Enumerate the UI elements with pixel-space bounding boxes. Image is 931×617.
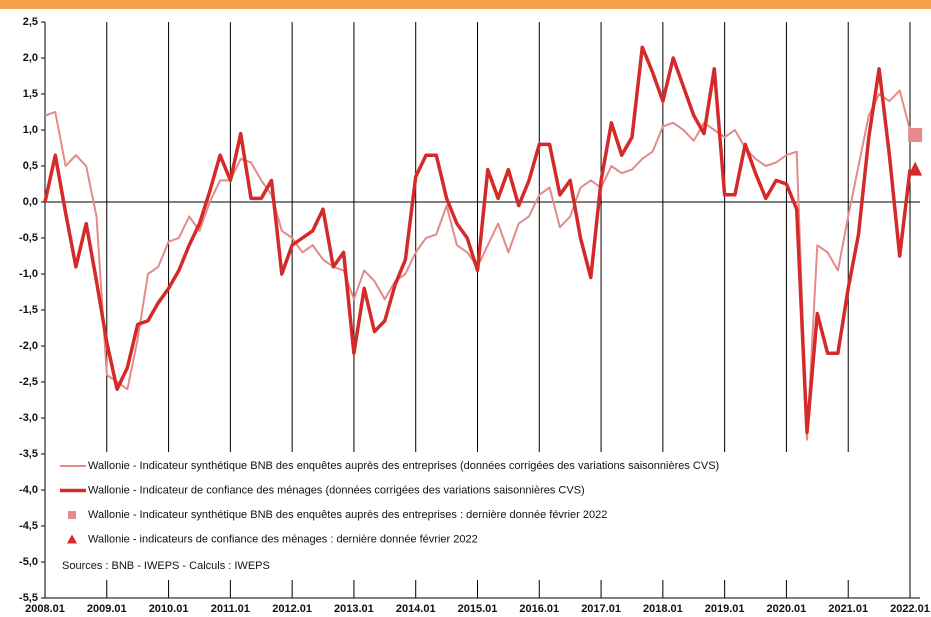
y-tick-label: 1,0 <box>23 124 38 136</box>
y-tick-label: -5,0 <box>19 556 38 568</box>
legend-label: Wallonie - Indicateur synthétique BNB de… <box>88 509 607 521</box>
last-point <box>908 128 923 143</box>
y-tick-label: -2,0 <box>19 340 38 352</box>
x-tick-label: 2016.01 <box>519 603 559 615</box>
y-tick-label: -1,5 <box>19 304 38 316</box>
y-tick-label: 2,5 <box>23 16 38 28</box>
y-tick-label: -2,5 <box>19 376 38 388</box>
x-tick-label: 2017.01 <box>581 603 621 615</box>
x-tick-label: 2008.01 <box>25 603 65 615</box>
series-line <box>43 45 912 435</box>
source-note: Sources : BNB - IWEPS - Calculs : IWEPS <box>62 560 270 572</box>
y-tick-label: 1,5 <box>23 88 38 100</box>
y-tick-label: -1,0 <box>19 268 38 280</box>
y-tick-label: -4,0 <box>19 484 38 496</box>
y-tick-label: -0,5 <box>19 232 38 244</box>
top-bar <box>0 0 931 9</box>
legend-background <box>55 452 905 580</box>
legend-swatch <box>67 534 77 544</box>
x-tick-label: 2015.01 <box>458 603 498 615</box>
y-tick-label: -3,5 <box>19 448 38 460</box>
y-tick-label: 0,0 <box>23 196 38 208</box>
legend-label: Wallonie - Indicateur de confiance des m… <box>88 484 585 496</box>
x-tick-label: 2021.01 <box>828 603 868 615</box>
y-tick-label: -5,5 <box>19 592 38 604</box>
x-tick-label: 2018.01 <box>643 603 683 615</box>
x-tick-label: 2012.01 <box>272 603 312 615</box>
legend-swatch <box>68 511 76 519</box>
y-tick-label: 0,5 <box>23 160 38 172</box>
x-tick-label: 2011.01 <box>211 603 250 615</box>
x-tick-label: 2010.01 <box>149 603 189 615</box>
y-tick-label: 2,0 <box>23 52 38 64</box>
x-tick-label: 2020.01 <box>767 603 807 615</box>
legend-label: Wallonie - indicateurs de confiance des … <box>88 533 478 545</box>
y-tick-label: -4,5 <box>19 520 38 532</box>
last-point <box>908 161 923 176</box>
x-tick-label: 2019.01 <box>705 603 745 615</box>
legend-label: Wallonie - Indicateur synthétique BNB de… <box>88 460 719 472</box>
x-tick-label: 2009.01 <box>87 603 127 615</box>
x-tick-label: 2014.01 <box>396 603 436 615</box>
x-tick-label: 2022.01 <box>890 603 930 615</box>
y-tick-label: -3,0 <box>19 412 38 424</box>
x-tick-label: 2013.01 <box>334 603 374 615</box>
